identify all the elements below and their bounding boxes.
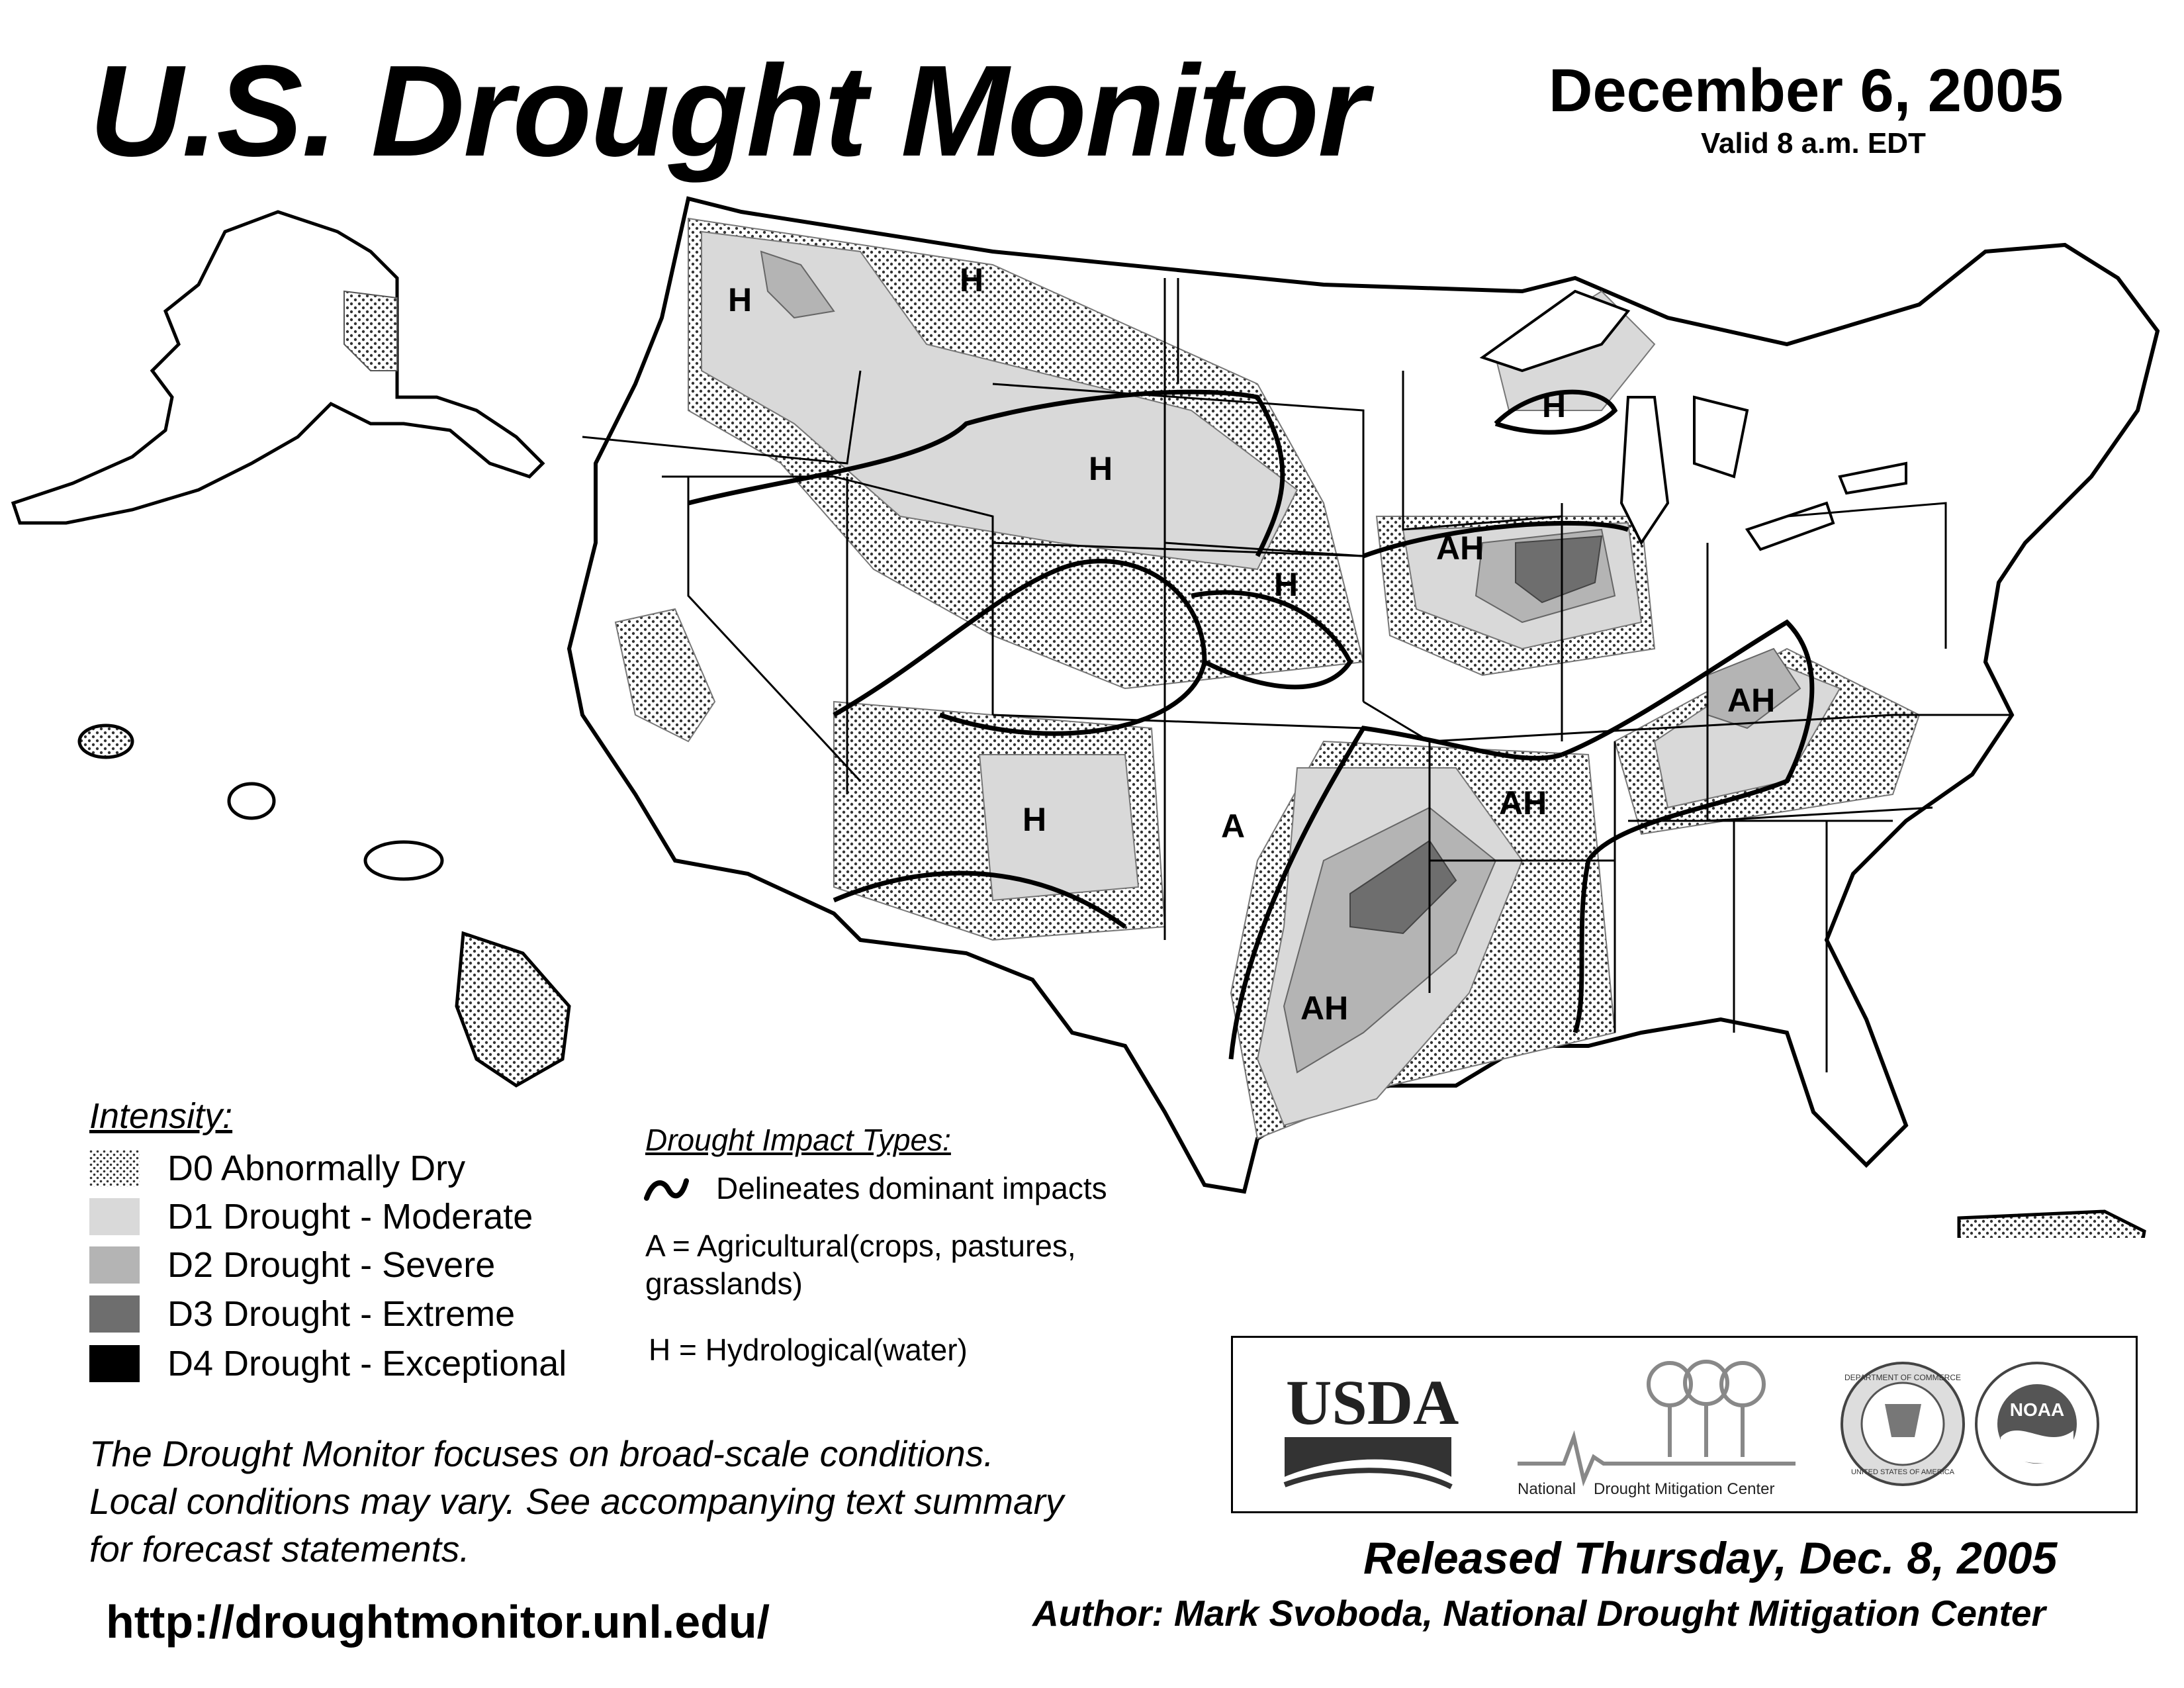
legend-swatch-d1 — [89, 1198, 140, 1235]
commerce-seal-text: DEPARTMENT OF COMMERCE — [1844, 1373, 1961, 1382]
valid-time: Valid 8 a.m. EDT — [1701, 127, 1926, 160]
drought-map: H H H H H AH AH A H AH AH — [11, 196, 2160, 1238]
lake-huron — [1693, 395, 1749, 479]
d2-washington — [760, 250, 835, 319]
legend-item-d0: D0 Abnormally Dry — [89, 1149, 465, 1188]
impact-hydrological-label: H = Hydrological(water) — [649, 1333, 968, 1367]
ndmc-label-left: National — [1518, 1480, 1576, 1498]
noaa-label: NOAA — [2010, 1399, 2064, 1420]
state-boundaries — [582, 278, 2012, 1072]
legend-item-d4: D4 Drought - Exceptional — [89, 1344, 567, 1383]
impact-agricultural-label-cont: grasslands) — [645, 1266, 803, 1301]
map-label-ah-kentucky: AH — [1727, 682, 1775, 719]
d3-illinois — [1515, 535, 1603, 604]
ndmc-label-right: Drought Mitigation Center — [1594, 1480, 1774, 1498]
disclaimer-line-3: for forecast statements. — [89, 1528, 470, 1570]
partner-logos-art: USDA National Drought Mitigation Center — [1283, 1360, 2099, 1498]
legend-swatch-d3 — [89, 1295, 140, 1333]
legend-item-d2: D2 Drought - Severe — [89, 1245, 495, 1285]
legend-label-d2: D2 Drought - Severe — [167, 1245, 496, 1285]
d0-california — [614, 608, 716, 743]
d1-northwest — [701, 230, 1298, 571]
legend-swatch-d0 — [89, 1150, 140, 1187]
map-label-ah-arkansas: AH — [1499, 784, 1547, 821]
map-label-h-montana: H — [960, 261, 983, 299]
impact-types-title: Drought Impact Types: — [645, 1123, 951, 1157]
ndmc-logo: National Drought Mitigation Center — [1518, 1360, 1796, 1498]
map-label-h-nebraska: H — [1274, 566, 1298, 603]
noaa-logo: NOAA — [1975, 1362, 2099, 1486]
impact-line-icon — [644, 1178, 689, 1201]
author-credit: Author: Mark Svoboda, National Drought M… — [1032, 1593, 2046, 1634]
legend-item-d1: D1 Drought - Moderate — [89, 1197, 533, 1237]
map-label-h-new-mexico: H — [1023, 801, 1046, 838]
hawaii-maui — [363, 840, 444, 881]
map-label-a-oklahoma: A — [1221, 808, 1245, 845]
disclaimer-note: The Drought Monitor focuses on broad-sca… — [89, 1430, 1214, 1573]
map-label-h-washington: H — [728, 281, 752, 318]
map-title: U.S. Drought Monitor — [89, 38, 1369, 183]
partner-logos: USDA National Drought Mitigation Center — [1231, 1336, 2138, 1513]
puerto-rico — [1957, 1209, 2146, 1238]
map-label-ah-texas: AH — [1300, 990, 1348, 1027]
alaska-d0-area — [343, 290, 398, 371]
map-label-h-michigan: H — [1542, 387, 1566, 424]
legend-label-d4: D4 Drought - Exceptional — [167, 1344, 567, 1383]
legend-label-d3: D3 Drought - Extreme — [167, 1294, 516, 1334]
release-date: Released Thursday, Dec. 8, 2005 — [1363, 1533, 2058, 1583]
map-label-h-wyoming: H — [1089, 450, 1113, 487]
impact-agricultural-label: A = Agricultural(crops, pastures, — [645, 1229, 1076, 1263]
usda-logo-text: USDA — [1286, 1367, 1459, 1438]
usda-logo: USDA — [1283, 1367, 1459, 1489]
website-url[interactable]: http://droughtmonitor.unl.edu/ — [106, 1596, 770, 1648]
hawaii-big-island — [455, 931, 571, 1088]
d1-southwest — [978, 754, 1140, 902]
commerce-seal: DEPARTMENT OF COMMERCE UNITED STATES OF … — [1841, 1362, 1965, 1486]
alaska-outline — [11, 210, 545, 525]
map-label-ah-iowa: AH — [1436, 530, 1484, 567]
legend-item-d3: D3 Drought - Extreme — [89, 1294, 515, 1334]
hawaii-oahu — [227, 782, 276, 820]
hawaii-kauai — [77, 724, 134, 759]
legend-swatch-d4 — [89, 1345, 140, 1382]
legend-title: Intensity: — [89, 1096, 233, 1136]
disclaimer-line-2: Local conditions may vary. See accompany… — [89, 1481, 1064, 1522]
lake-ontario — [1838, 461, 1907, 495]
legend-swatch-d2 — [89, 1246, 140, 1284]
lake-michigan — [1619, 396, 1670, 545]
legend-label-d1: D1 Drought - Moderate — [167, 1197, 533, 1237]
map-date: December 6, 2005 — [1549, 57, 2064, 124]
disclaimer-line-1: The Drought Monitor focuses on broad-sca… — [89, 1433, 994, 1474]
commerce-seal-text-bottom: UNITED STATES OF AMERICA — [1851, 1468, 1955, 1476]
impact-boundaries — [688, 389, 1815, 1060]
lake-superior — [1479, 289, 1631, 373]
impact-delineates-label: Delineates dominant impacts — [716, 1171, 1107, 1205]
legend-label-d0: D0 Abnormally Dry — [167, 1149, 466, 1188]
